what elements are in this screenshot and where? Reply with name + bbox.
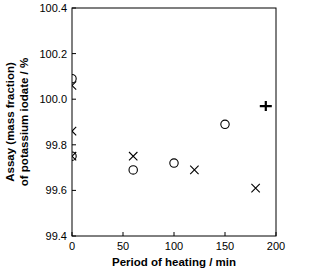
y-axis-label-line: of potassium iodate / % (18, 58, 30, 186)
y-axis-label-line: Assay (mass fraction) (4, 62, 16, 182)
y-tick (72, 8, 76, 9)
point-x (190, 166, 198, 174)
point-x (251, 184, 259, 192)
x-tick (276, 232, 277, 236)
x-tick (123, 232, 124, 236)
points (72, 74, 272, 192)
point-circle (129, 166, 137, 174)
y-tick-label: 99.8 (46, 139, 67, 151)
point-x (72, 81, 76, 89)
point-circle (221, 120, 229, 128)
y-tick-label: 100.0 (39, 93, 67, 105)
x-tick-label: 100 (165, 240, 183, 252)
plot-frame (72, 8, 276, 236)
chart: 0 50 100 150 200 99.4 99.6 99.8 100.0 100.2 100.4 P… (0, 0, 312, 273)
x-tick (225, 232, 226, 236)
y-tick (72, 190, 76, 191)
point-plus (260, 101, 272, 111)
point-x (72, 152, 76, 160)
x-tick-label: 0 (69, 240, 75, 252)
y-tick-label: 100.2 (39, 48, 67, 60)
y-tick-label: 100.4 (39, 2, 67, 14)
y-tick (72, 99, 76, 100)
x-tick-label: 50 (117, 240, 129, 252)
x-tick-label: 150 (216, 240, 234, 252)
point-x (72, 127, 76, 135)
x-tick-label: 200 (267, 240, 285, 252)
y-axis-label: Assay (mass fraction)of potassium iodate… (4, 58, 30, 186)
point-x (129, 152, 137, 160)
x-axis-label: Period of heating / min (112, 256, 236, 268)
y-tick-label: 99.6 (46, 184, 67, 196)
x-tick (174, 232, 175, 236)
y-tick (72, 53, 76, 54)
y-tick (72, 236, 76, 237)
y-tick-label: 99.4 (46, 230, 67, 242)
point-circle (72, 152, 76, 160)
x-tick (72, 232, 73, 236)
point-circle (170, 159, 178, 167)
y-tick (72, 144, 76, 145)
